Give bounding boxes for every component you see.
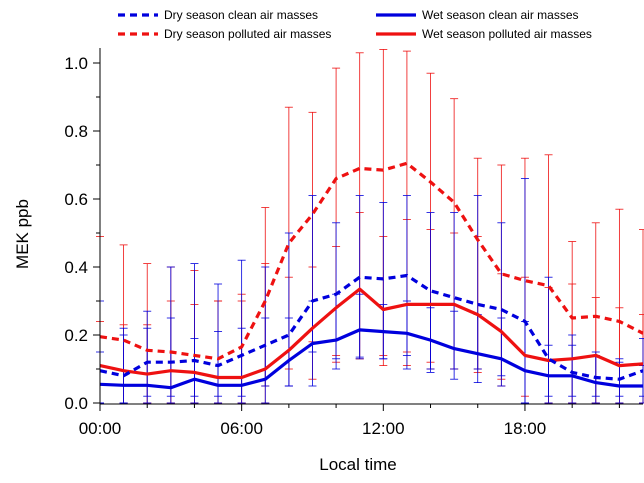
legend: Dry season clean air masses Dry season po…: [118, 8, 592, 41]
legend-label: Dry season polluted air masses: [164, 27, 331, 41]
x-axis-title: Local time: [319, 455, 396, 474]
y-tick-label: 0.4: [64, 258, 88, 277]
x-tick-label: 12:00: [362, 419, 405, 438]
legend-item: Wet season polluted air masses: [376, 27, 592, 41]
y-tick-label: 1.0: [64, 54, 88, 73]
legend-item: Wet season clean air masses: [376, 8, 579, 22]
legend-label: Dry season clean air masses: [164, 8, 318, 22]
axes: 0.0 0.2 0.4 0.6 0.8 1.0 00:00 06:00 12:00 18:00: [64, 48, 643, 438]
error-bar: [450, 310, 459, 380]
x-tick-label: 18:00: [504, 419, 547, 438]
error-bar: [119, 334, 128, 404]
y-tick-label: 0.8: [64, 122, 88, 141]
error-bar: [520, 320, 529, 404]
error-bar: [143, 327, 152, 404]
error-bar: [497, 317, 506, 387]
legend-item: Dry season clean air masses: [118, 8, 318, 22]
y-tick-label: 0.2: [64, 326, 88, 345]
y-tick-label: 0.0: [64, 394, 88, 413]
legend-label: Wet season clean air masses: [422, 8, 579, 22]
error-bar: [568, 344, 577, 404]
series-lines: [99, 161, 644, 390]
error-bar: [261, 317, 270, 404]
series-line-dry-season-polluted-air-masses: [99, 161, 644, 361]
legend-item: Dry season polluted air masses: [118, 27, 331, 41]
series-line-wet-season-polluted-air-masses: [99, 287, 644, 380]
error-bar: [544, 344, 553, 404]
error-bar: [402, 300, 411, 370]
error-bar: [214, 331, 223, 404]
y-axis-title: MEK ppb: [13, 199, 32, 269]
series-line-wet-season-clean-air-masses: [99, 328, 643, 390]
legend-label: Wet season polluted air masses: [422, 27, 592, 41]
x-tick-label: 00:00: [79, 419, 122, 438]
error-bars: [96, 49, 644, 404]
error-bar: [237, 327, 246, 404]
x-tick-label: 06:00: [220, 419, 263, 438]
y-tick-label: 0.6: [64, 190, 88, 209]
error-bar: [355, 293, 364, 358]
error-bar: [190, 337, 199, 404]
series-line-dry-season-clean-air-masses: [99, 273, 644, 381]
